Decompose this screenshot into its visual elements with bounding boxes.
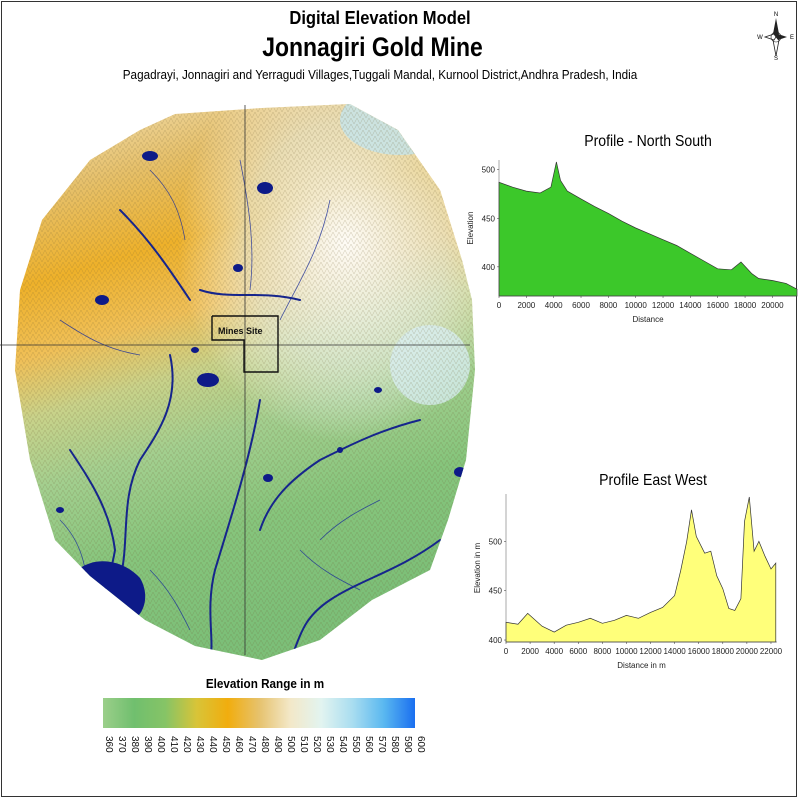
x-tick-label: 8000: [593, 647, 611, 656]
profile-area-series: [505, 496, 777, 643]
x-tick-label: 16000: [688, 647, 711, 656]
x-tick-label: 20000: [761, 301, 784, 310]
x-tick-label: 0: [504, 647, 509, 656]
y-tick-label: 500: [489, 537, 503, 546]
x-tick-label: 2000: [521, 647, 539, 656]
x-tick-label: 10000: [625, 301, 648, 310]
y-axis-title: Elevation in m: [473, 543, 482, 594]
legend-label: 470: [246, 736, 257, 753]
x-axis-title: Distance: [632, 315, 664, 324]
x-tick-label: 12000: [639, 647, 662, 656]
x-tick-label: 12000: [652, 301, 675, 310]
x-tick-label: 4000: [545, 301, 563, 310]
x-tick-label: 14000: [679, 301, 702, 310]
legend-label: 380: [129, 736, 140, 753]
y-tick-label: 450: [489, 587, 503, 596]
x-tick-label: 20000: [736, 647, 759, 656]
ew-profile-title: Profile East West: [599, 472, 707, 489]
y-tick-label: 450: [482, 214, 496, 223]
x-tick-label: 2000: [517, 301, 535, 310]
y-axis-title: Elevation: [466, 212, 475, 245]
x-tick-label: 10000: [615, 647, 638, 656]
y-tick-label: 500: [482, 166, 496, 175]
ew-profile-chart: 0 2000 4000 6000 8000 10000 12000 14000 16000 180…: [473, 494, 783, 670]
legend-label: 450: [220, 736, 231, 753]
x-tick-label: 4000: [545, 647, 563, 656]
legend-color-ramp: [103, 698, 415, 728]
legend-label: 570: [376, 736, 387, 753]
compass-north-label: N: [774, 12, 778, 18]
compass-rose-icon: N S W E: [757, 12, 794, 62]
x-tick-label: 22000: [760, 647, 783, 656]
x-tick-label: 14000: [663, 647, 686, 656]
profile-area-series: [498, 161, 798, 297]
ns-profile-chart: 0 2000 4000 6000 8000 10000 12000 14000 16000 180…: [466, 160, 798, 324]
legend-label: 600: [415, 736, 426, 753]
legend-label: 560: [363, 736, 374, 753]
legend-label: 580: [389, 736, 400, 753]
legend-label: 480: [259, 736, 270, 753]
compass-west-label: W: [757, 35, 763, 41]
legend-label: 490: [272, 736, 283, 753]
x-tick-label: 0: [497, 301, 502, 310]
legend-label: 400: [155, 736, 166, 753]
x-tick-label: 18000: [712, 647, 735, 656]
legend-title: Elevation Range in m: [205, 676, 325, 691]
legend-label: 390: [142, 736, 153, 753]
legend-label: 520: [311, 736, 322, 753]
legend-label: 410: [168, 736, 179, 753]
elevation-map[interactable]: Mines Site: [0, 100, 480, 670]
legend-label: 530: [324, 736, 335, 753]
compass-south-label: S: [774, 56, 778, 62]
x-tick-label: 8000: [599, 301, 617, 310]
x-tick-label: 18000: [734, 301, 757, 310]
ns-profile-title: Profile - North South: [584, 133, 712, 150]
legend-label: 590: [402, 736, 413, 753]
legend-label: 440: [207, 736, 218, 753]
x-axis-title: Distance in m: [617, 661, 666, 670]
legend-label: 370: [116, 736, 127, 753]
compass-east-label: E: [790, 35, 794, 41]
legend-label: 360: [103, 736, 114, 753]
y-tick-label: 400: [489, 636, 503, 645]
legend-label: 540: [337, 736, 348, 753]
x-tick-label: 6000: [569, 647, 587, 656]
x-tick-label: 16000: [707, 301, 730, 310]
elevation-legend: 360 370 380 390 400 410 420 430 440 450 460 470 480 4…: [103, 698, 426, 753]
map-title-top: Digital Elevation Model: [289, 8, 471, 28]
map-title-main: Jonnagiri Gold Mine: [262, 32, 483, 62]
legend-label: 500: [285, 736, 296, 753]
map-subtitle: Pagadrayi, Jonnagiri and Yerragudi Villa…: [122, 67, 638, 82]
legend-label: 460: [233, 736, 244, 753]
legend-label: 510: [298, 736, 309, 753]
legend-label: 550: [350, 736, 361, 753]
legend-label: 420: [181, 736, 192, 753]
y-tick-label: 400: [482, 263, 496, 272]
legend-label: 430: [194, 736, 205, 753]
mines-site-label: Mines Site: [218, 326, 263, 336]
x-tick-label: 6000: [572, 301, 590, 310]
